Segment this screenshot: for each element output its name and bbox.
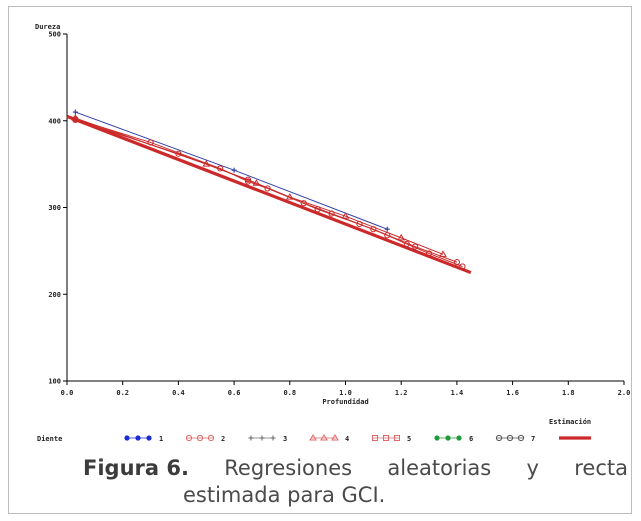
data-point <box>453 259 460 266</box>
data-point <box>384 226 390 232</box>
data-point <box>72 109 78 115</box>
data-point <box>517 434 525 442</box>
data-point <box>259 435 265 441</box>
data-point <box>495 434 503 442</box>
legend-label: 5 <box>407 435 411 443</box>
data-point <box>445 435 451 441</box>
legend-item: 4 <box>309 434 349 443</box>
x-tick-label: 1.4 <box>451 389 464 397</box>
x-tick-label: 0.6 <box>228 389 241 397</box>
caption-lead: Figura 6. <box>83 456 189 480</box>
data-point <box>459 263 466 270</box>
data-point <box>185 434 193 442</box>
figure-caption: Figura 6. Regresiones aleatorias y recta… <box>83 455 628 509</box>
caption-word: y <box>526 456 539 480</box>
legend-title: Diente <box>37 435 62 443</box>
legend-item: 3 <box>248 435 287 443</box>
legend-label: 7 <box>531 435 535 443</box>
x-tick-label: 2.0 <box>618 389 631 397</box>
x-tick-label: 0.8 <box>283 389 296 397</box>
x-tick-label: 1.8 <box>562 389 575 397</box>
y-tick-label: 500 <box>48 31 61 39</box>
data-point <box>285 193 294 200</box>
series-line <box>75 119 458 263</box>
x-tick-label: 1.6 <box>506 389 519 397</box>
data-point <box>207 434 215 442</box>
data-point <box>124 435 130 441</box>
legend-label: 4 <box>345 435 349 443</box>
x-tick-label: 0.0 <box>61 389 74 397</box>
legend-label: 3 <box>283 435 287 443</box>
data-point <box>231 167 237 173</box>
data-point <box>439 250 447 257</box>
y-tick-label: 200 <box>48 291 61 299</box>
data-point <box>397 233 406 241</box>
data-point <box>506 434 514 442</box>
data-point <box>71 114 80 121</box>
data-point <box>309 434 317 441</box>
data-point <box>146 435 152 441</box>
x-tick-label: 1.0 <box>339 389 352 397</box>
legend-item: 5 <box>372 435 411 443</box>
data-point <box>425 250 433 257</box>
data-point <box>341 212 350 219</box>
data-point <box>202 160 211 167</box>
legend-label: 6 <box>469 435 473 443</box>
y-tick-label: 100 <box>48 378 61 386</box>
legend-label: 1 <box>159 435 163 443</box>
estimation-line <box>66 114 472 275</box>
figure-frame: Dureza 100 200 300 400 500 0.0 0.2 0.4 0.6 0.8 1.0 1… <box>8 6 632 514</box>
data-point <box>434 435 440 441</box>
legend-label: 2 <box>221 435 225 443</box>
caption-line2: estimada para GCI. <box>183 483 386 507</box>
data-point <box>244 176 252 183</box>
data-point <box>252 179 261 186</box>
data-point <box>394 435 400 441</box>
chart: Dureza 100 200 300 400 500 0.0 0.2 0.4 0.6 0.8 1.0 1… <box>35 23 631 443</box>
legend-item: 1 <box>124 435 163 443</box>
caption-word: Regresiones <box>224 456 353 480</box>
x-axis-label: Profundidad <box>322 398 368 406</box>
legend-estimation-label: Estimación <box>549 418 591 426</box>
series-line <box>75 111 388 230</box>
data-point <box>320 434 328 441</box>
data-point <box>248 435 254 441</box>
data-point <box>456 435 462 441</box>
legend-item: 6 <box>434 435 473 443</box>
x-tick-label: 1.2 <box>395 389 408 397</box>
legend-item: 2 <box>185 434 225 443</box>
data-point <box>135 435 141 441</box>
x-tick-label: 0.4 <box>172 389 185 397</box>
caption-word: aleatorias <box>387 456 492 480</box>
caption-word: recta <box>574 456 628 480</box>
y-tick-label: 400 <box>48 117 61 125</box>
x-tick-label: 0.2 <box>116 389 129 397</box>
data-point <box>331 434 339 441</box>
series-line <box>75 117 444 255</box>
y-tick-label: 300 <box>48 204 61 212</box>
legend-item: 7 <box>495 434 535 443</box>
data-point <box>372 435 378 441</box>
data-point <box>383 435 389 441</box>
data-point <box>196 434 204 442</box>
data-point <box>412 243 419 250</box>
y-axis-label: Dureza <box>35 23 60 31</box>
data-point <box>270 435 276 441</box>
